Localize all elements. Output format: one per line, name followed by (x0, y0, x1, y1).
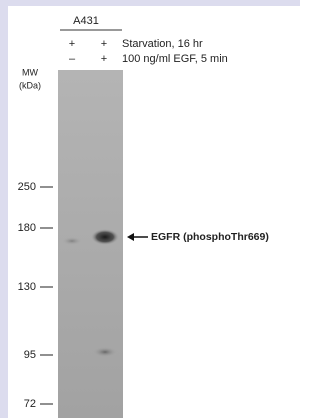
condition-label: Starvation, 16 hr (122, 38, 203, 50)
band-faint (62, 237, 82, 245)
lane-sign: + (69, 38, 75, 50)
marker-label: 72 (24, 398, 36, 410)
cell-line: A431 (73, 15, 99, 27)
band-faint (93, 347, 117, 357)
lane-sign: – (69, 53, 76, 65)
marker-label: 130 (18, 281, 36, 293)
marker-label: 95 (24, 349, 36, 361)
condition-label: 100 ng/ml EGF, 5 min (122, 53, 228, 65)
lane-sign: + (101, 53, 107, 65)
frame-top (0, 0, 300, 6)
lane-sign: + (101, 38, 107, 50)
band-label: EGFR (phosphoThr669) (151, 231, 269, 243)
mw-title: MW (22, 67, 38, 77)
marker-label: 180 (18, 222, 36, 234)
marker-label: 250 (18, 181, 36, 193)
figure: A431 + + Starvation, 16 hr – + 100 ng/ml… (0, 0, 300, 418)
mw-unit: (kDa) (19, 80, 41, 90)
band (91, 229, 119, 245)
markers: 250 180 130 95 72 (18, 181, 53, 410)
frame-left (0, 0, 8, 418)
arrow-head (127, 233, 134, 241)
